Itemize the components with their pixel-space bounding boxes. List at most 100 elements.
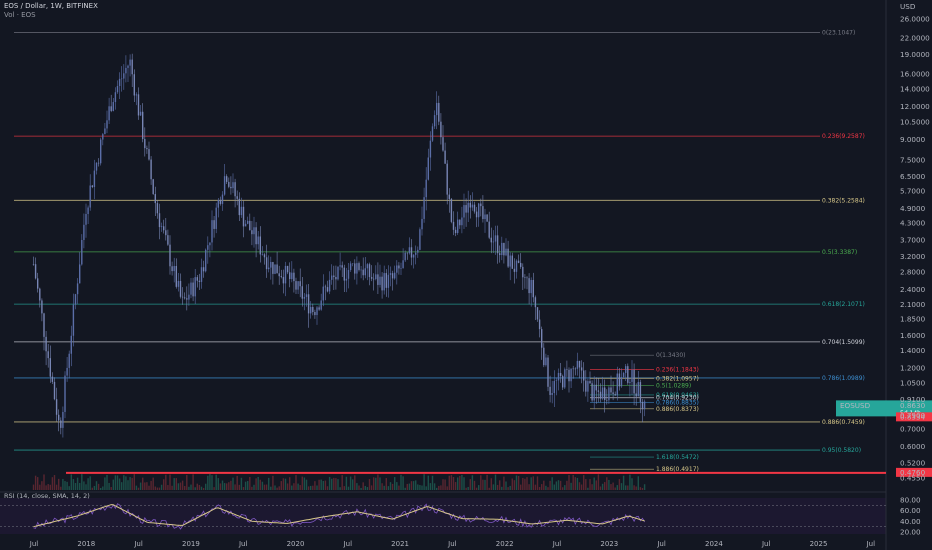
candle-body — [110, 106, 112, 111]
volume-bar — [373, 477, 375, 490]
price-axis-tick-label: 22.0000 — [900, 33, 930, 42]
volume-bar — [240, 477, 243, 490]
candle-body — [223, 176, 226, 195]
candle-body — [154, 194, 156, 204]
currency-label: USD — [900, 2, 916, 11]
candle-body — [104, 128, 106, 135]
candle-body — [526, 277, 528, 279]
volume-bar — [91, 487, 93, 490]
candle-body — [633, 369, 635, 394]
candle-body — [112, 102, 114, 111]
candle-body — [570, 368, 572, 382]
time-axis-tick-label: Jul — [447, 540, 457, 548]
volume-bar — [341, 475, 343, 490]
candle-body — [47, 351, 49, 359]
candle-body — [421, 218, 423, 230]
candle-body — [32, 264, 35, 265]
volume-bar — [259, 479, 261, 490]
volume-bar — [530, 477, 532, 490]
candle-body — [469, 202, 471, 208]
volume-bar — [312, 485, 314, 490]
volume-bar — [37, 477, 39, 490]
volume-bar — [129, 477, 131, 490]
volume-bar — [196, 483, 198, 490]
volume-bar — [616, 485, 618, 490]
volume-bar — [53, 475, 56, 490]
candle-body — [631, 369, 633, 382]
candle-body — [310, 307, 312, 314]
fib-level-label: 0.382(5.2584) — [822, 197, 865, 204]
candle-body — [612, 392, 614, 395]
volume-bar — [146, 482, 148, 490]
candle-body — [383, 273, 385, 291]
volume-bar — [496, 484, 499, 490]
candle-body — [51, 376, 54, 382]
candle-body — [299, 281, 301, 287]
candle-body — [396, 265, 398, 273]
candle-body — [448, 194, 450, 199]
price-axis-tick-label: 1.8500 — [900, 314, 926, 323]
volume-bar — [125, 476, 127, 490]
candle-body — [606, 399, 608, 401]
candle-body — [240, 206, 243, 216]
candle-body — [45, 336, 47, 352]
candle-body — [106, 120, 108, 129]
candle-body — [337, 266, 339, 280]
candle-body — [551, 392, 553, 395]
candle-body — [501, 242, 503, 256]
volume-bar — [486, 474, 488, 490]
volume-bar — [257, 476, 259, 490]
badge-symbol: EOSUSD — [840, 401, 871, 410]
volume-bar — [429, 483, 432, 490]
time-axis-tick-label: 2019 — [182, 540, 200, 548]
candle-body — [207, 245, 209, 250]
candle-body — [97, 162, 100, 164]
volume-bar — [639, 487, 642, 490]
volume-bar — [576, 477, 579, 490]
candle-body — [171, 266, 173, 272]
volume-bar — [559, 480, 562, 490]
volume-bar — [618, 479, 621, 490]
volume-bar — [83, 481, 85, 490]
candle-body — [89, 185, 91, 208]
volume-bar — [34, 475, 37, 490]
fib-minor-level-label: 0.786(0.8835) — [656, 400, 699, 407]
candle-body — [545, 357, 547, 366]
volume-bar — [484, 479, 486, 490]
volume-bar — [627, 485, 629, 490]
volume-bar — [284, 478, 287, 490]
fib-level-label: 0.236(9.2587) — [822, 133, 865, 140]
volume-bar — [406, 483, 408, 490]
volume-bar — [417, 484, 419, 490]
volume-bar — [263, 484, 266, 490]
candle-body — [184, 297, 186, 299]
volume-bar — [45, 485, 47, 490]
volume-bar — [480, 475, 482, 490]
time-axis-tick-label: Jul — [552, 540, 562, 548]
candle-body — [450, 198, 453, 222]
candle-body — [547, 357, 549, 387]
candle-body — [387, 274, 390, 288]
volume-bar — [375, 477, 377, 490]
volume-bar — [333, 477, 335, 490]
candle-body — [532, 279, 534, 298]
candle-body — [219, 199, 222, 204]
price-axis-tick-label: 1.6000 — [900, 331, 926, 340]
candle-body — [121, 78, 123, 80]
price-axis-tick-label: 0.9100 — [900, 395, 926, 404]
volume-bar — [442, 479, 444, 490]
candle-body — [66, 367, 68, 376]
candle-body — [595, 384, 597, 391]
volume-bar — [515, 475, 518, 490]
volume-bar — [562, 487, 564, 490]
time-axis-tick-label: Jul — [133, 540, 143, 548]
candle-body — [274, 264, 276, 274]
volume-bar — [152, 477, 154, 490]
volume-bar — [97, 483, 100, 490]
candle-body — [190, 282, 192, 295]
volume-bar — [297, 483, 299, 490]
candle-body — [238, 198, 240, 216]
fib-level-label: 0.5(3.3387) — [822, 249, 857, 256]
time-axis-tick-label: 2024 — [705, 540, 723, 548]
